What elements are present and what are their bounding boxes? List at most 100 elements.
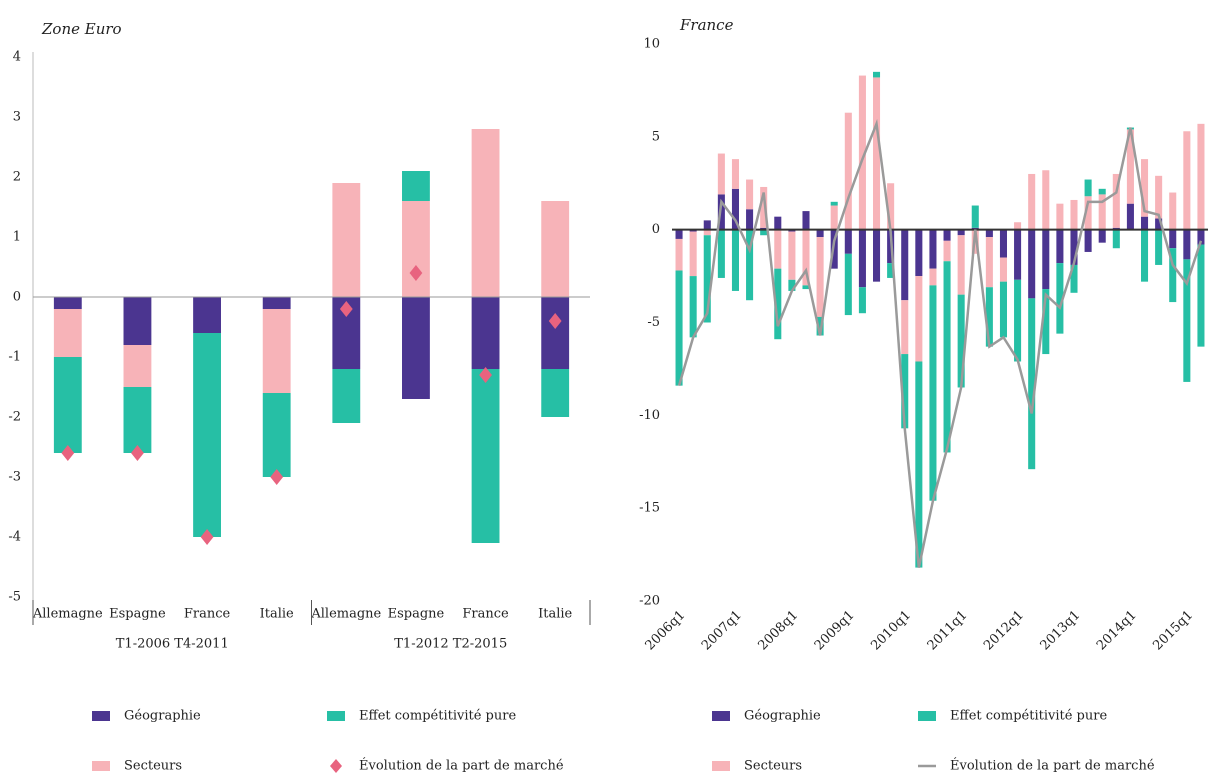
bar-segment [957, 235, 965, 295]
bar-segment [1183, 229, 1191, 260]
legend-swatch [92, 761, 110, 771]
bar-segment [193, 333, 221, 537]
bar-segment [262, 297, 291, 309]
y-tick-label: 3 [13, 110, 21, 125]
bar-segment [915, 361, 923, 568]
x-tick-label: Italie [260, 607, 294, 622]
bar-segment [844, 253, 852, 316]
bar-segment [731, 229, 739, 291]
bar-segment [1084, 179, 1092, 197]
bar-segment [1141, 229, 1149, 282]
bar-segment [703, 220, 711, 230]
bar-segment [774, 268, 782, 340]
bar-segment [262, 393, 291, 477]
bar-segment [1098, 194, 1106, 230]
bar-segment [717, 229, 725, 278]
legend-swatch [330, 759, 342, 773]
bar-segment [915, 229, 923, 277]
y-tick-label: -1 [8, 350, 21, 365]
bar-segment [1126, 203, 1134, 230]
bar-segment [1155, 175, 1163, 219]
bar-segment [1197, 123, 1205, 230]
bar-segment [703, 235, 711, 323]
y-tick-label: -15 [639, 501, 660, 516]
bar-segment [1070, 264, 1078, 293]
legend-swatch [712, 711, 730, 721]
bar-segment [1070, 199, 1078, 230]
bar-segment [193, 297, 221, 333]
bar-segment [873, 77, 881, 230]
legend-label: Géographie [124, 709, 201, 724]
bar-segment [999, 229, 1007, 258]
y-tick-label: 1 [13, 230, 21, 245]
bar-segment [1070, 229, 1078, 265]
bar-segment [1141, 216, 1149, 230]
bar-segment [887, 183, 895, 230]
bar-segment [471, 297, 500, 369]
diamond-marker [339, 301, 353, 317]
bar-segment [746, 179, 754, 210]
x-tick-label: 2007q1 [699, 608, 745, 654]
legend-label: Géographie [744, 709, 821, 724]
diamond-marker [479, 367, 492, 383]
bar-segment [788, 231, 796, 280]
legend-label: Secteurs [744, 759, 802, 774]
bar-segment [471, 129, 500, 297]
bar-segment [985, 237, 993, 288]
line [677, 118, 1203, 568]
bar-segment [123, 297, 152, 345]
bar-segment [1084, 229, 1092, 252]
bar-segment [844, 112, 852, 230]
bar-segment [53, 297, 82, 309]
diamond-marker [270, 469, 284, 485]
bar-segment [957, 229, 965, 236]
bar-segment [1183, 259, 1191, 382]
legend-label: Secteurs [124, 759, 182, 774]
legend-swatch [92, 711, 110, 721]
bar-segment [901, 229, 909, 301]
bar-segment [858, 287, 866, 314]
bar-segment [1126, 129, 1134, 204]
bar-segment [802, 229, 810, 286]
bar-segment [873, 229, 881, 282]
bar-segment [402, 297, 430, 399]
bar-segment [1028, 173, 1036, 230]
y-tick-label: -10 [639, 408, 660, 423]
x-tick-label: 2014q1 [1094, 608, 1140, 654]
bar-segment [123, 345, 152, 387]
bar-segment [1169, 229, 1177, 249]
y-tick-label: -2 [8, 410, 21, 425]
bar-segment [541, 369, 570, 417]
bar-segment [943, 240, 951, 262]
x-tick-label: 2011q1 [925, 608, 971, 654]
bar-segment [402, 171, 430, 201]
x-tick-label: Allemagne [32, 607, 103, 622]
bar-segment [541, 201, 570, 297]
bar-segment [1014, 279, 1022, 362]
bar-segment [802, 285, 810, 290]
bar-segment [774, 216, 782, 230]
bar-segment [1014, 222, 1022, 230]
bar-segment [802, 211, 810, 230]
bar-segment [332, 183, 361, 297]
group-label: T1-2006 T4-2011 [116, 637, 229, 652]
x-tick-label: 2010q1 [868, 608, 914, 654]
bar-segment [703, 229, 711, 236]
bar-segment [1141, 159, 1149, 217]
x-tick-label: Allemagne [310, 607, 381, 622]
bar-segment [1155, 229, 1163, 265]
bar-segment [675, 238, 683, 271]
bar-segment [816, 229, 824, 238]
legend-swatch [712, 761, 730, 771]
bar-segment [1014, 229, 1022, 280]
y-tick-label: 10 [643, 37, 660, 52]
y-tick-label: -4 [8, 530, 21, 545]
bar-segment [1042, 170, 1050, 230]
chart-title: France [679, 16, 734, 34]
bar-segment [541, 297, 570, 369]
bar-segment [830, 201, 838, 206]
bar-segment [1169, 248, 1177, 303]
bar-segment [717, 194, 725, 230]
bar-segment [1197, 244, 1205, 347]
